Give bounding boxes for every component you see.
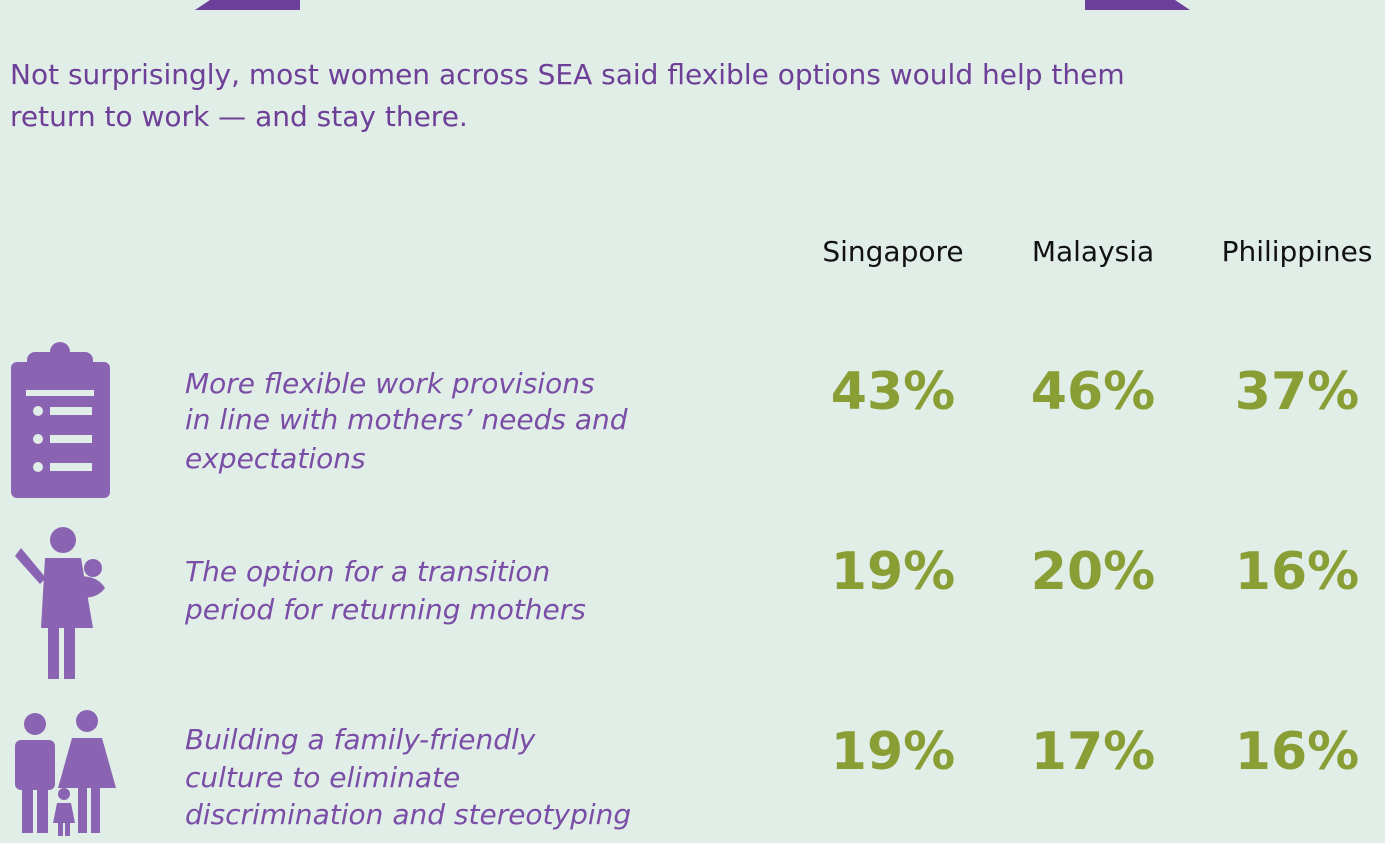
- row-label: expectations: [185, 442, 366, 475]
- row-value: 16%: [1234, 542, 1360, 602]
- intro-text: Not surprisingly, most women across SEA …: [10, 58, 1125, 91]
- row-value: 43%: [830, 362, 956, 422]
- top-shape: [1085, 0, 1190, 10]
- row-value: 19%: [830, 722, 956, 782]
- row-label: period for returning mothers: [185, 593, 586, 626]
- column-header: Singapore: [822, 235, 964, 268]
- checklist: [26, 390, 94, 472]
- row-label: The option for a transition: [185, 555, 551, 588]
- row-value: 19%: [830, 542, 956, 602]
- row-label: More flexible work provisions: [185, 367, 595, 400]
- family-icon: [15, 710, 116, 836]
- row-value: 17%: [1030, 722, 1156, 782]
- row-label: discrimination and stereotyping: [185, 798, 632, 831]
- mother-icon: [15, 527, 105, 679]
- intro-text: return to work — and stay there.: [10, 100, 468, 133]
- column-header: Malaysia: [1031, 235, 1155, 268]
- row-value: 37%: [1234, 362, 1360, 422]
- clipboard-icon: [11, 342, 110, 498]
- row-value: 46%: [1030, 362, 1156, 422]
- row-label: Building a family-friendly: [185, 723, 536, 756]
- row-value: 16%: [1234, 722, 1360, 782]
- row-value: 20%: [1030, 542, 1156, 602]
- top-shape: [195, 0, 300, 10]
- row-label: culture to eliminate: [185, 761, 461, 794]
- row-label: in line with mothers’ needs and: [185, 403, 628, 436]
- column-header: Philippines: [1221, 235, 1373, 268]
